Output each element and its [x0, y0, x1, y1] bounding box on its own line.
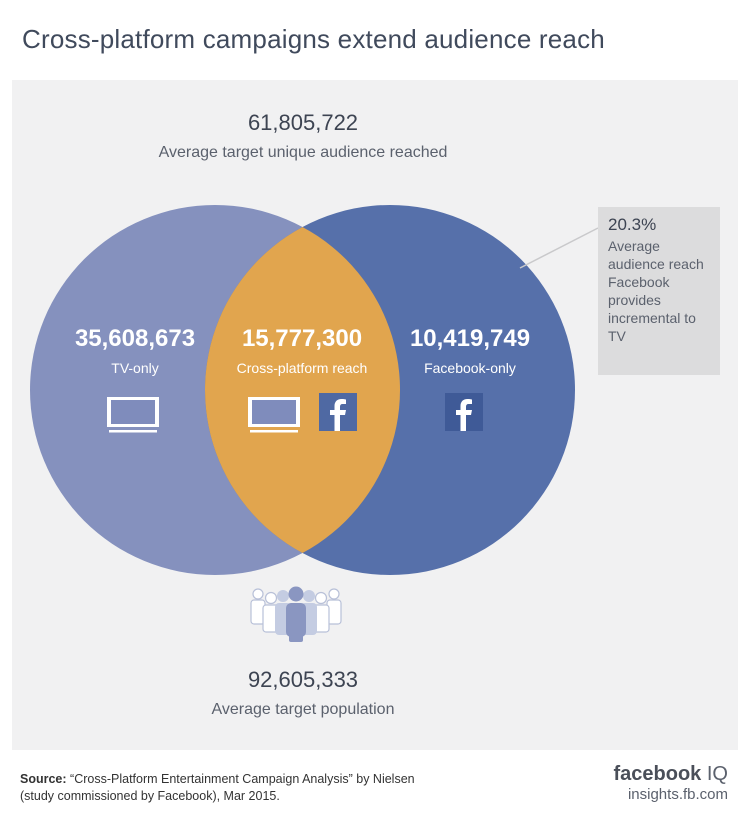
brand-logo-word: facebook — [613, 763, 702, 785]
page-title: Cross-platform campaigns extend audience… — [22, 24, 605, 54]
tv-only-value: 35,608,673 — [74, 325, 196, 352]
incremental-reach-callout: 20.3% Average audience reach Facebook pr… — [598, 207, 720, 375]
target-population-value: 92,605,333 — [247, 667, 359, 692]
brand-logo: facebook IQ — [614, 763, 729, 786]
source-text: “Cross-Platform Entertainment Campaign A… — [70, 772, 415, 786]
unique-audience-value: 61,805,722 — [247, 110, 359, 135]
unique-audience-label: Average target unique audience reached — [158, 144, 448, 161]
overlap-region — [205, 205, 400, 575]
tv-icon — [107, 397, 159, 433]
facebook-icon — [319, 393, 357, 431]
brand-logo-suffix: IQ — [706, 763, 728, 785]
brand-block: facebook IQ insights.fb.com — [614, 763, 729, 803]
incremental-reach-percent: 20.3% — [608, 215, 657, 234]
target-population-label: Average target population — [211, 701, 395, 718]
cross-platform-label: Cross-platform reach — [236, 360, 368, 376]
tv-only-label: TV-only — [111, 360, 159, 376]
source-text-2: (study commissioned by Facebook), Mar 20… — [20, 789, 280, 803]
cross-platform-value: 15,777,300 — [241, 325, 363, 352]
tv-icon — [248, 397, 300, 433]
facebook-icon — [445, 393, 483, 431]
facebook-only-value: 10,419,749 — [409, 325, 531, 352]
source-prefix: Source: — [20, 772, 67, 786]
people-icon — [250, 586, 342, 642]
brand-url[interactable]: insights.fb.com — [627, 786, 728, 803]
incremental-reach-description: Average audience reach Facebook provides… — [608, 238, 704, 344]
source-note: Source: “Cross-Platform Entertainment Ca… — [20, 771, 415, 805]
facebook-only-label: Facebook-only — [424, 360, 516, 376]
callout-line — [519, 227, 599, 269]
